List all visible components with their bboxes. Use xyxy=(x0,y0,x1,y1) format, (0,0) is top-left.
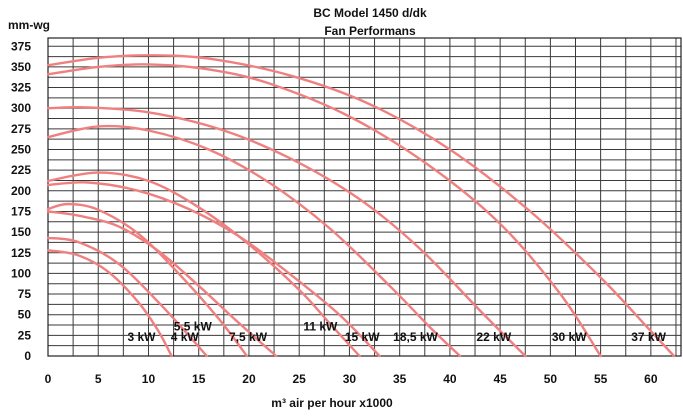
x-tick-label: 40 xyxy=(443,372,457,386)
x-tick-label: 45 xyxy=(493,372,507,386)
curve-label: 3 kW xyxy=(127,330,156,344)
y-tick-label: 175 xyxy=(11,204,31,218)
x-tick-label: 20 xyxy=(242,372,256,386)
chart-subtitle: Fan Performans xyxy=(324,24,416,38)
y-tick-label: 300 xyxy=(11,101,31,115)
y-tick-label: 150 xyxy=(11,225,31,239)
curve-label: 4 kW xyxy=(171,330,200,344)
x-tick-label: 60 xyxy=(644,372,658,386)
chart-title: BC Model 1450 d/dk xyxy=(313,6,427,20)
performance-curve xyxy=(46,124,462,358)
x-tick-label: 35 xyxy=(393,372,407,386)
grid xyxy=(47,37,682,357)
y-tick-label: 225 xyxy=(11,163,31,177)
curve-label: 5,5 kW xyxy=(174,319,213,333)
performance-curve xyxy=(46,249,173,358)
x-tick-label: 25 xyxy=(293,372,307,386)
curve-label: 22 kW xyxy=(477,330,512,344)
curve-label: 18,5 kW xyxy=(393,330,438,344)
y-axis-title: mm-wg xyxy=(8,18,50,32)
performance-curve xyxy=(46,210,278,358)
x-tick-label: 50 xyxy=(544,372,558,386)
y-tick-label: 25 xyxy=(18,328,32,342)
curve-label: 37 kW xyxy=(631,330,666,344)
tick-labels: 0 5 10 15 20 25 30 35 40 45 50 55 60 0 25 50 75 100 125 150… xyxy=(11,39,658,386)
y-tick-label: 125 xyxy=(11,246,31,260)
performance-curve xyxy=(46,54,676,358)
performance-curve xyxy=(46,236,208,358)
x-axis-title: m³ air per hour x1000 xyxy=(271,396,393,410)
plot-frame xyxy=(47,37,682,357)
y-tick-label: 375 xyxy=(11,39,31,53)
curve-label: 30 kW xyxy=(552,330,587,344)
performance-curve xyxy=(46,106,527,358)
performance-curve xyxy=(46,202,249,358)
performance-curve xyxy=(46,63,602,358)
y-tick-label: 275 xyxy=(11,122,31,136)
y-tick-label: 50 xyxy=(18,308,32,322)
x-tick-label: 30 xyxy=(343,372,357,386)
curve-label: 11 kW xyxy=(303,319,338,333)
y-tick-label: 75 xyxy=(18,287,32,301)
y-tick-label: 0 xyxy=(24,349,31,363)
curve-label: 15 kW xyxy=(345,330,380,344)
curve-label: 7,5 kW xyxy=(229,330,268,344)
x-tick-label: 55 xyxy=(594,372,608,386)
y-tick-label: 325 xyxy=(11,81,31,95)
x-tick-label: 5 xyxy=(95,372,102,386)
curve-labels: 3 kW 4 kW5,5 kW 7,5 kW 11 kW 15 kW 18,5 kW 22 … xyxy=(127,319,666,344)
x-tick-label: 10 xyxy=(142,372,156,386)
performance-curve xyxy=(46,181,381,358)
curves xyxy=(46,54,676,358)
y-tick-label: 250 xyxy=(11,143,31,157)
x-tick-label: 15 xyxy=(192,372,206,386)
performance-curve xyxy=(46,171,361,358)
x-tick-label: 0 xyxy=(45,372,52,386)
y-tick-label: 100 xyxy=(11,266,31,280)
y-tick-label: 200 xyxy=(11,184,31,198)
y-tick-label: 350 xyxy=(11,60,31,74)
